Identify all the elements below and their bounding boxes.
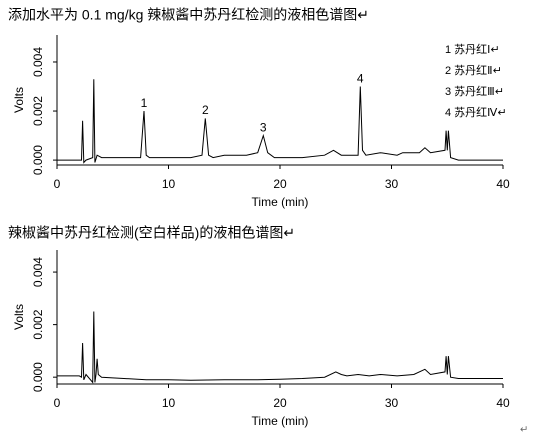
y-tick-label: 0.002 <box>31 96 45 126</box>
x-tick-label: 40 <box>496 177 510 191</box>
peak-label: 1 <box>141 96 148 110</box>
peak-label: 2 <box>202 103 209 117</box>
chromatogram-line <box>57 79 503 164</box>
y-tick-label: 0.002 <box>31 309 45 339</box>
x-axis-label: Time (min) <box>252 195 309 209</box>
x-tick-label: 30 <box>385 177 399 191</box>
legend-entry: 3 苏丹红Ⅲ↵ <box>445 85 504 98</box>
x-axis-label: Time (min) <box>252 414 309 428</box>
peak-label: 3 <box>260 120 267 134</box>
legend-entry: 2 苏丹红Ⅱ↵ <box>445 64 502 77</box>
legend-entry: 1 苏丹红Ⅰ↵ <box>445 43 500 56</box>
chart-title: 添加水平为 0.1 mg/kg 辣椒酱中苏丹红检测的液相色谱图↵ <box>8 7 369 23</box>
peak-label: 4 <box>357 71 364 85</box>
x-tick-label: 10 <box>162 177 176 191</box>
x-tick-label: 0 <box>54 396 61 410</box>
legend-entry: 4 苏丹红Ⅳ↵ <box>445 106 507 119</box>
chromatogram-line <box>57 311 503 384</box>
y-axis-label: Volts <box>12 87 26 113</box>
x-tick-label: 20 <box>273 177 287 191</box>
y-tick-label: 0.000 <box>31 145 45 175</box>
y-tick-label: 0.004 <box>31 257 45 287</box>
y-tick-label: 0.000 <box>31 362 45 392</box>
chart-title: 辣椒酱中苏丹红检测(空白样品)的液相色谱图↵ <box>8 225 295 241</box>
x-tick-label: 20 <box>273 396 287 410</box>
y-tick-label: 0.004 <box>31 47 45 77</box>
x-tick-label: 30 <box>385 396 399 410</box>
paragraph-mark: ↵ <box>520 425 528 436</box>
x-tick-label: 0 <box>54 177 61 191</box>
y-axis-label: Volts <box>12 304 26 330</box>
x-tick-label: 40 <box>496 396 510 410</box>
x-tick-label: 10 <box>162 396 176 410</box>
